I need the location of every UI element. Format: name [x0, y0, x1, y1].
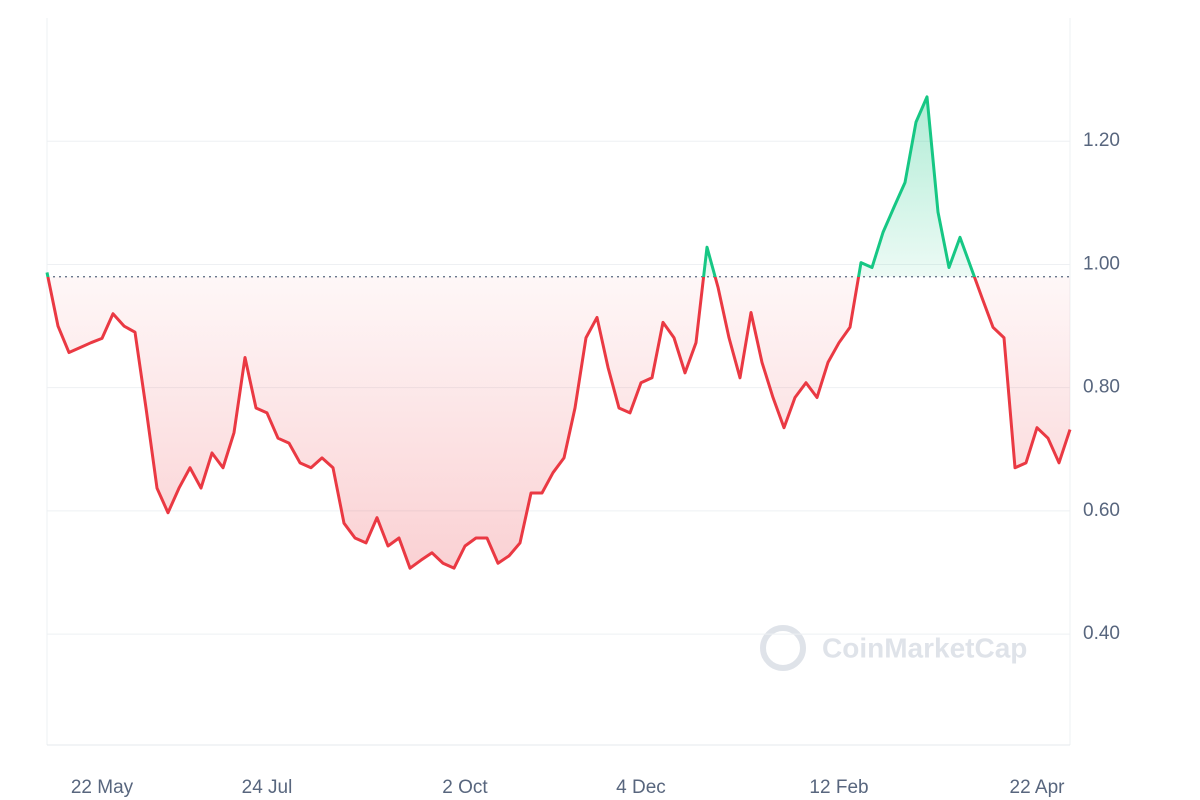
watermark: CoinMarketCap — [760, 625, 1027, 671]
price-line — [45, 95, 1072, 570]
x-tick-label: 12 Feb — [809, 777, 868, 798]
y-tick-label: 0.80 — [1083, 377, 1120, 398]
x-tick-label: 24 Jul — [242, 777, 293, 798]
y-tick-label: 1.00 — [1083, 253, 1120, 274]
watermark-text: CoinMarketCap — [822, 632, 1027, 663]
x-tick-label: 22 Apr — [1010, 777, 1066, 798]
watermark-logo — [760, 625, 806, 671]
x-tick-label: 22 May — [71, 777, 134, 798]
x-tick-label: 4 Dec — [616, 777, 666, 798]
y-tick-label: 0.60 — [1083, 500, 1120, 521]
y-tick-label: 1.20 — [1083, 130, 1120, 151]
y-tick-label: 0.40 — [1083, 623, 1120, 644]
x-tick-label: 2 Oct — [442, 777, 488, 798]
area — [47, 96, 1070, 569]
